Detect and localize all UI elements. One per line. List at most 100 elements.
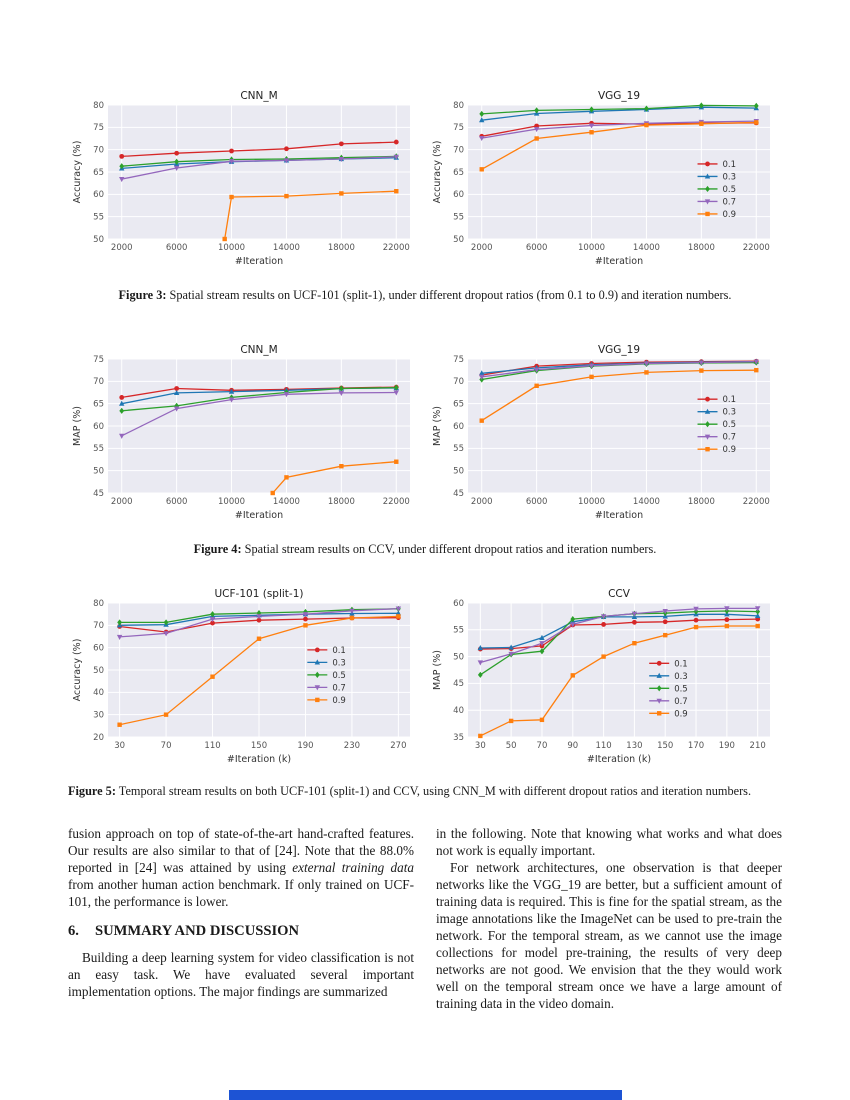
svg-text:0.1: 0.1 — [332, 646, 346, 656]
svg-text:60: 60 — [453, 422, 464, 432]
svg-text:0.7: 0.7 — [332, 684, 346, 694]
svg-text:55: 55 — [93, 212, 104, 222]
svg-text:50: 50 — [453, 653, 464, 663]
svg-text:#Iteration: #Iteration — [235, 510, 283, 521]
svg-text:UCF-101 (split-1): UCF-101 (split-1) — [215, 588, 304, 600]
svg-text:150: 150 — [251, 741, 267, 751]
svg-text:50: 50 — [93, 235, 104, 245]
chart-fig4-vgg-19: 2000 6000 10000 14000 18000 22000 45 50 55 60 65 70… — [432, 344, 770, 521]
svg-text:50: 50 — [93, 666, 104, 676]
svg-text:10000: 10000 — [218, 243, 245, 253]
svg-text:30: 30 — [114, 741, 125, 751]
svg-text:75: 75 — [453, 123, 464, 133]
svg-text:170: 170 — [688, 741, 704, 751]
spacer — [68, 304, 782, 342]
bottom-blue-bar — [229, 1090, 622, 1100]
svg-text:45: 45 — [453, 680, 464, 690]
svg-text:18000: 18000 — [688, 243, 715, 253]
svg-text:VGG_19: VGG_19 — [598, 344, 640, 356]
svg-text:#Iteration: #Iteration — [595, 256, 643, 267]
spacer — [68, 558, 782, 586]
svg-text:0.9: 0.9 — [723, 210, 737, 220]
figure4-charts: 2000 6000 10000 14000 18000 22000 45 50 55 60 65 70… — [68, 342, 782, 527]
chart-fig3-vgg-19: 2000 6000 10000 14000 18000 22000 50 55 60 65 70 75… — [432, 90, 770, 267]
svg-text:80: 80 — [93, 101, 104, 111]
svg-text:65: 65 — [93, 168, 104, 178]
left-column: fusion approach on top of state-of-the-a… — [68, 825, 414, 1012]
svg-text:75: 75 — [93, 355, 104, 365]
paper-page: 2000 6000 10000 14000 18000 22000 50 55 60 65 70 75… — [68, 88, 782, 1012]
svg-text:35: 35 — [453, 733, 464, 743]
svg-text:45: 45 — [453, 489, 464, 499]
svg-text:14000: 14000 — [633, 497, 660, 507]
svg-text:2000: 2000 — [471, 497, 493, 507]
svg-text:14000: 14000 — [273, 497, 300, 507]
svg-text:10000: 10000 — [218, 497, 245, 507]
svg-text:6000: 6000 — [166, 243, 188, 253]
svg-text:14000: 14000 — [273, 243, 300, 253]
paragraph: in the following. Note that knowing what… — [436, 825, 782, 858]
svg-text:55: 55 — [453, 212, 464, 222]
svg-text:0.9: 0.9 — [332, 696, 346, 706]
svg-text:#Iteration (k): #Iteration (k) — [587, 754, 651, 765]
svg-text:30: 30 — [475, 741, 486, 751]
svg-text:0.3: 0.3 — [723, 408, 737, 418]
svg-text:CNN_M: CNN_M — [240, 344, 277, 356]
chart-fig3-cnn-m: 2000 6000 10000 14000 18000 22000 50 55 60 65 70 75… — [72, 90, 410, 267]
svg-text:50: 50 — [453, 467, 464, 477]
svg-text:110: 110 — [595, 741, 611, 751]
svg-text:60: 60 — [453, 190, 464, 200]
svg-text:55: 55 — [93, 444, 104, 454]
svg-text:#Iteration (k): #Iteration (k) — [227, 754, 291, 765]
svg-text:2000: 2000 — [471, 243, 493, 253]
svg-text:14000: 14000 — [633, 243, 660, 253]
svg-text:0.3: 0.3 — [674, 672, 688, 682]
svg-text:2000: 2000 — [111, 243, 133, 253]
svg-text:50: 50 — [93, 467, 104, 477]
chart-fig5-ucf101: 30 70 110 150 190 230 270 20 30 40 50 60 70 80 #Iterat… — [72, 588, 410, 765]
svg-text:190: 190 — [719, 741, 735, 751]
figure3-caption: Figure 3: Spatial stream results on UCF-… — [68, 287, 782, 304]
svg-text:0.3: 0.3 — [723, 172, 737, 182]
svg-text:130: 130 — [626, 741, 642, 751]
svg-text:10000: 10000 — [578, 497, 605, 507]
right-column: in the following. Note that knowing what… — [436, 825, 782, 1012]
svg-text:Accuracy (%): Accuracy (%) — [72, 141, 83, 204]
svg-text:0.1: 0.1 — [723, 395, 737, 405]
paragraph: For network architectures, one observati… — [436, 859, 782, 1011]
svg-text:40: 40 — [453, 706, 464, 716]
svg-text:90: 90 — [567, 741, 578, 751]
svg-text:60: 60 — [93, 644, 104, 654]
svg-text:MAP (%): MAP (%) — [432, 650, 443, 690]
figure4-caption: Figure 4: Spatial stream results on CCV,… — [68, 541, 782, 558]
body-text: fusion approach on top of state-of-the-a… — [68, 825, 782, 1012]
svg-text:0.7: 0.7 — [674, 697, 688, 707]
svg-text:#Iteration: #Iteration — [235, 256, 283, 267]
figure3-caption-text: Spatial stream results on UCF-101 (split… — [169, 288, 732, 302]
svg-text:0.1: 0.1 — [674, 660, 688, 670]
svg-text:75: 75 — [453, 355, 464, 365]
svg-text:30: 30 — [93, 711, 104, 721]
svg-text:MAP (%): MAP (%) — [72, 406, 83, 446]
svg-text:60: 60 — [453, 599, 464, 609]
svg-text:270: 270 — [390, 741, 406, 751]
figure5-caption: Figure 5: Temporal stream results on bot… — [68, 783, 782, 800]
svg-text:2000: 2000 — [111, 497, 133, 507]
figure4-caption-text: Spatial stream results on CCV, under dif… — [244, 542, 657, 557]
svg-text:18000: 18000 — [328, 243, 355, 253]
svg-text:210: 210 — [750, 741, 766, 751]
svg-text:MAP (%): MAP (%) — [432, 406, 443, 446]
svg-text:60: 60 — [93, 422, 104, 432]
svg-text:CNN_M: CNN_M — [240, 90, 277, 102]
svg-text:70: 70 — [537, 741, 548, 751]
svg-text:45: 45 — [93, 489, 104, 499]
svg-text:0.9: 0.9 — [723, 445, 737, 455]
svg-text:CCV: CCV — [608, 588, 631, 600]
svg-text:65: 65 — [453, 168, 464, 178]
svg-text:VGG_19: VGG_19 — [598, 90, 640, 102]
figure3-charts: 2000 6000 10000 14000 18000 22000 50 55 60 65 70 75… — [68, 88, 782, 273]
svg-text:110: 110 — [204, 741, 220, 751]
svg-text:65: 65 — [93, 400, 104, 410]
svg-text:10000: 10000 — [578, 243, 605, 253]
svg-text:80: 80 — [453, 101, 464, 111]
